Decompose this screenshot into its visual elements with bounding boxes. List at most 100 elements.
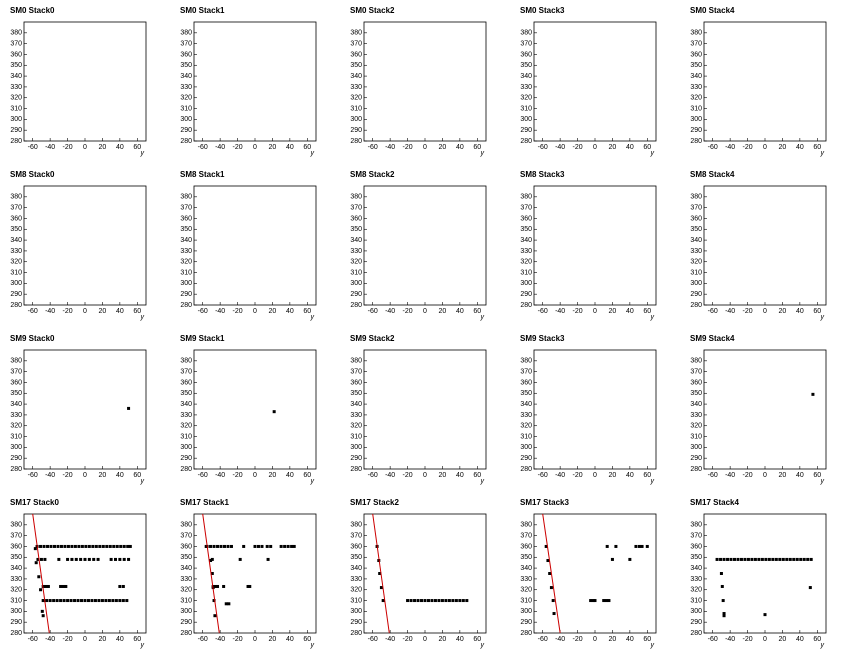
point <box>227 602 231 606</box>
fit-line <box>372 513 390 634</box>
x-tick-label: 0 <box>83 308 87 315</box>
x-tick-label: 20 <box>609 144 617 151</box>
point <box>743 557 747 561</box>
y-tick-label: 330 <box>180 248 192 255</box>
x-tick-label: 40 <box>626 636 634 643</box>
point <box>114 557 117 561</box>
x-tick-label: -40 <box>215 636 225 643</box>
x-tick-label: 0 <box>83 144 87 151</box>
y-tick-label: 360 <box>520 543 532 550</box>
x-tick-label: -40 <box>385 308 395 315</box>
x-tick-label: 60 <box>303 144 311 151</box>
point <box>461 599 465 603</box>
y-tick-label: 340 <box>350 565 362 572</box>
point <box>719 557 723 561</box>
y-tick-label: 360 <box>690 379 702 386</box>
y-tick-label: 310 <box>690 597 702 604</box>
x-tick-label: 0 <box>83 472 87 479</box>
y-tick-label: 350 <box>690 554 702 561</box>
plot-frame <box>363 349 487 470</box>
y-tick-label: 360 <box>10 543 22 550</box>
y-tick-label: 310 <box>350 597 362 604</box>
chart-title: SM17 Stack1 <box>180 498 229 507</box>
chart-title: SM8 Stack4 <box>690 170 735 179</box>
panel: SM0 Stack3 280 290 300 310 320 330 340 350 360 370… <box>520 6 657 157</box>
panel: SM9 Stack2 280 290 300 310 320 330 340 350 360 370… <box>350 334 487 485</box>
x-tick-label: 0 <box>593 144 597 151</box>
y-tick-label: 330 <box>690 412 702 419</box>
point <box>413 599 417 603</box>
point <box>80 544 84 548</box>
point <box>119 544 123 548</box>
y-tick-label: 320 <box>180 587 192 594</box>
point <box>269 544 273 548</box>
y-tick-label: 300 <box>690 444 702 451</box>
point <box>440 599 444 603</box>
x-tick-label: -20 <box>233 144 243 151</box>
y-tick-label: 350 <box>520 390 532 397</box>
x-tick-label: 60 <box>473 636 481 643</box>
point <box>591 599 595 603</box>
point <box>45 599 49 603</box>
x-tick-label: 40 <box>116 308 124 315</box>
point <box>212 599 216 603</box>
x-tick-label: 20 <box>269 308 277 315</box>
chart-title: SM8 Stack3 <box>520 170 565 179</box>
y-tick-label: 350 <box>350 390 362 397</box>
point <box>127 406 131 410</box>
y-tick-label: 380 <box>690 30 702 37</box>
y-tick-label: 300 <box>180 280 192 287</box>
point <box>733 557 736 561</box>
x-axis-label: y <box>480 642 485 649</box>
y-tick-label: 380 <box>520 30 532 37</box>
plot-frame <box>193 349 317 470</box>
y-tick-label: 310 <box>180 597 192 604</box>
point <box>41 614 45 618</box>
y-tick-label: 360 <box>520 51 532 58</box>
panel: SM17 Stack0 280 290 300 310 320 330 340 350 360 37… <box>10 498 147 649</box>
y-tick-label: 340 <box>520 565 532 572</box>
y-tick-label: 340 <box>10 237 22 244</box>
x-tick-label: -40 <box>45 308 55 315</box>
x-tick-label: -20 <box>403 636 413 643</box>
chart-title: SM0 Stack3 <box>520 6 565 15</box>
y-tick-label: 340 <box>690 565 702 572</box>
x-tick-label: -40 <box>725 472 735 479</box>
y-tick-label: 330 <box>10 84 22 91</box>
point <box>781 557 785 561</box>
x-tick-label: 20 <box>439 308 447 315</box>
point <box>430 599 434 603</box>
point <box>224 602 228 606</box>
plot-frame <box>363 21 487 142</box>
x-tick-label: 60 <box>813 472 821 479</box>
point <box>42 544 46 548</box>
y-tick-label: 350 <box>180 226 192 233</box>
y-tick-label: 300 <box>520 608 532 615</box>
x-tick-label: 0 <box>253 308 257 315</box>
y-tick-label: 350 <box>10 226 22 233</box>
y-tick-label: 360 <box>350 51 362 58</box>
point <box>465 599 469 603</box>
y-tick-label: 310 <box>350 105 362 112</box>
x-tick-label: -20 <box>743 144 753 151</box>
point <box>774 557 778 561</box>
point <box>87 557 91 561</box>
point <box>720 584 724 588</box>
x-tick-label: -60 <box>708 144 718 151</box>
point <box>79 557 83 561</box>
point <box>272 410 276 414</box>
y-tick-label: 330 <box>520 576 532 583</box>
point <box>109 557 113 561</box>
point <box>637 544 641 548</box>
y-tick-label: 370 <box>180 532 192 539</box>
y-tick-label: 310 <box>690 269 702 276</box>
x-tick-label: -20 <box>233 472 243 479</box>
point <box>437 599 441 603</box>
y-tick-label: 320 <box>350 587 362 594</box>
plot-frame <box>23 513 147 634</box>
x-tick-label: 60 <box>303 472 311 479</box>
y-tick-label: 350 <box>350 226 362 233</box>
x-tick-label: 0 <box>763 636 767 643</box>
plot-frame <box>23 185 147 306</box>
x-tick-label: -40 <box>215 472 225 479</box>
